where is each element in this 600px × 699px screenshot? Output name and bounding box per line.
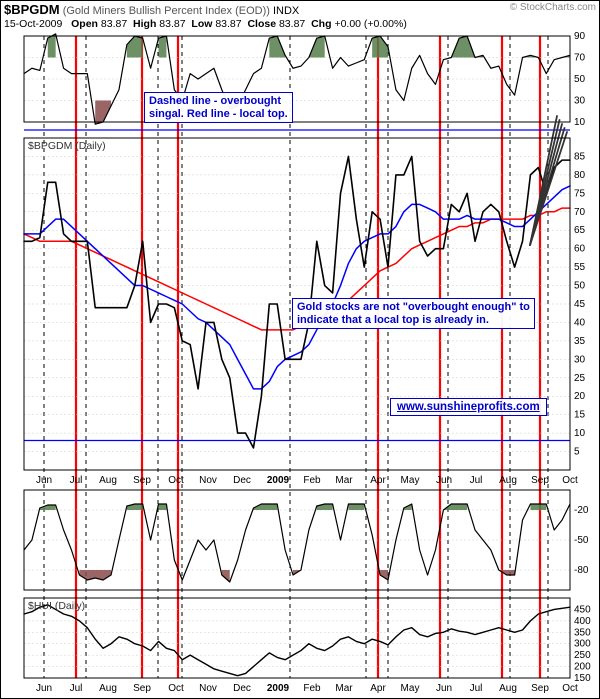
link-sunshineprofits[interactable]: www.sunshineprofits.com (390, 398, 547, 416)
svg-text:30: 30 (574, 96, 586, 107)
svg-text:80: 80 (574, 170, 586, 181)
svg-text:Feb: Feb (303, 475, 321, 486)
svg-text:Mar: Mar (335, 475, 353, 486)
svg-text:85: 85 (574, 151, 586, 162)
main-panel-label: $BPGDM (Daily) (28, 140, 106, 152)
svg-text:-20: -20 (574, 505, 589, 516)
svg-text:Dec: Dec (233, 683, 251, 694)
svg-text:40: 40 (574, 317, 586, 328)
svg-text:2009: 2009 (267, 683, 290, 694)
svg-text:Jul: Jul (70, 683, 83, 694)
svg-text:Sep: Sep (133, 475, 151, 486)
svg-text:Nov: Nov (199, 683, 217, 694)
svg-text:35: 35 (574, 336, 586, 347)
svg-text:Nov: Nov (199, 475, 217, 486)
svg-text:Jun: Jun (436, 475, 452, 486)
svg-text:10: 10 (574, 428, 586, 439)
svg-text:Jul: Jul (70, 475, 83, 486)
svg-text:Jul: Jul (470, 683, 483, 694)
svg-text:300: 300 (574, 639, 591, 650)
svg-text:Oct: Oct (562, 475, 578, 486)
high-val: 83.87 (159, 18, 185, 30)
svg-text:Jun: Jun (436, 683, 452, 694)
open-lbl: Open (71, 18, 98, 30)
svg-text:5: 5 (574, 447, 580, 458)
svg-text:Sep: Sep (531, 683, 549, 694)
low-lbl: Low (191, 18, 212, 30)
svg-text:450: 450 (574, 604, 591, 615)
svg-text:Apr: Apr (370, 683, 386, 694)
symbol: $BPGDM (4, 2, 60, 17)
svg-text:Oct: Oct (168, 475, 184, 486)
svg-text:50: 50 (574, 74, 586, 85)
svg-text:May: May (401, 683, 420, 694)
svg-text:55: 55 (574, 262, 586, 273)
svg-text:10: 10 (574, 117, 586, 128)
svg-text:70: 70 (574, 207, 586, 218)
svg-text:400: 400 (574, 616, 591, 627)
svg-text:250: 250 (574, 650, 591, 661)
annotation-overbought: Dashed line - overboughtsingal. Red line… (144, 92, 293, 123)
svg-text:2009: 2009 (267, 475, 290, 486)
chg-lbl: Chg (311, 18, 331, 30)
svg-text:Oct: Oct (562, 683, 578, 694)
svg-text:75: 75 (574, 188, 586, 199)
symbol-desc: (Gold Miners Bullish Percent Index (EOD)… (63, 5, 270, 17)
svg-text:15: 15 (574, 410, 586, 421)
svg-text:65: 65 (574, 225, 586, 236)
svg-text:Oct: Oct (168, 683, 184, 694)
svg-text:Jul: Jul (470, 475, 483, 486)
svg-text:Aug: Aug (99, 683, 117, 694)
open-val: 83.87 (101, 18, 127, 30)
annotation-gold-stocks: Gold stocks are not "overbought enough" … (292, 298, 535, 329)
svg-text:Sep: Sep (133, 683, 151, 694)
svg-text:-50: -50 (574, 535, 589, 546)
svg-text:Jun: Jun (36, 683, 52, 694)
svg-text:90: 90 (574, 31, 586, 42)
svg-text:Aug: Aug (99, 475, 117, 486)
close-lbl: Close (247, 18, 276, 30)
low-val: 83.87 (215, 18, 241, 30)
svg-text:Dec: Dec (233, 475, 251, 486)
svg-text:Feb: Feb (303, 683, 321, 694)
svg-text:Apr: Apr (370, 475, 386, 486)
hui-panel-label: $HUI (Daily) (28, 600, 85, 612)
svg-text:Sep: Sep (531, 475, 549, 486)
svg-text:30: 30 (574, 354, 586, 365)
svg-text:70: 70 (574, 53, 586, 64)
svg-text:350: 350 (574, 627, 591, 638)
chg-val: +0.00 (+0.00%) (334, 18, 406, 30)
svg-text:45: 45 (574, 299, 586, 310)
svg-text:50: 50 (574, 281, 586, 292)
svg-text:60: 60 (574, 244, 586, 255)
high-lbl: High (133, 18, 156, 30)
svg-text:20: 20 (574, 391, 586, 402)
chart-svg: 10 30 50 70 90 5 10 15 20 25 30 35 40 45 50 55 60 65 70 75 8… (0, 0, 600, 699)
svg-text:25: 25 (574, 373, 586, 384)
svg-text:May: May (401, 475, 420, 486)
svg-text:200: 200 (574, 662, 591, 673)
svg-text:Aug: Aug (499, 683, 517, 694)
svg-text:-80: -80 (574, 565, 589, 576)
svg-text:Jun: Jun (36, 475, 52, 486)
close-val: 83.87 (279, 18, 305, 30)
credit: © StockCharts.com (510, 2, 596, 13)
date: 15-Oct-2009 (4, 18, 62, 30)
svg-text:Mar: Mar (335, 683, 353, 694)
exchange: INDX (273, 5, 299, 17)
svg-text:Aug: Aug (499, 475, 517, 486)
